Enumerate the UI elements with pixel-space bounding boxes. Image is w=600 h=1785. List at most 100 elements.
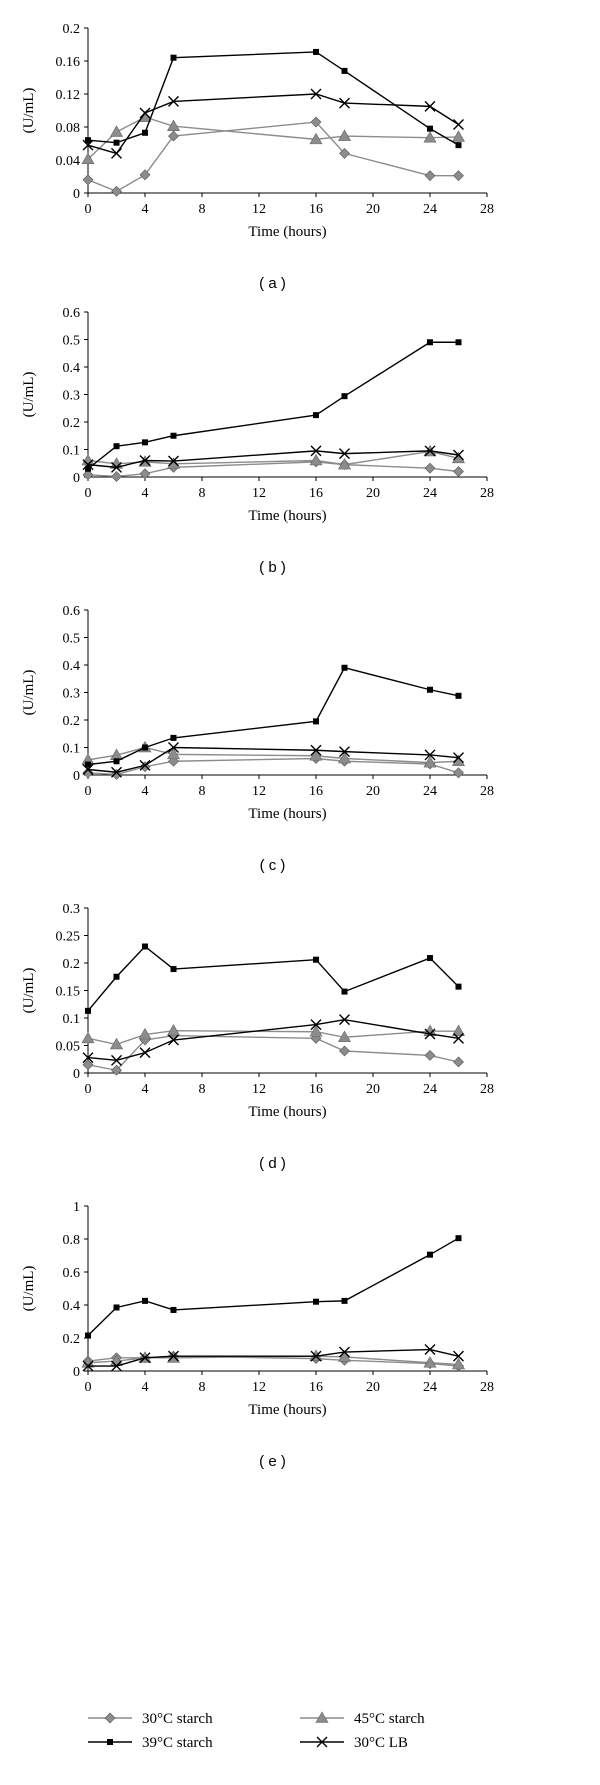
- x-tick-label: 4: [142, 1082, 149, 1097]
- panel-label: ( b ): [259, 559, 286, 576]
- x-tick-label: 28: [480, 1082, 494, 1097]
- data-point: [85, 1332, 91, 1339]
- data-point: [111, 147, 122, 159]
- data-point: [451, 1357, 466, 1370]
- data-point: [339, 746, 350, 758]
- data-point: [424, 1344, 436, 1356]
- data-point: [313, 718, 319, 725]
- data-point: [310, 116, 322, 128]
- data-point: [341, 67, 348, 74]
- x-tick-label: 8: [199, 784, 206, 799]
- y-tick-label: 0: [73, 1067, 80, 1082]
- y-tick-label: 1: [73, 1200, 80, 1215]
- data-point: [455, 692, 462, 699]
- series-30-c-lb: [82, 1014, 464, 1066]
- y-axis-label: (U/mL): [21, 88, 37, 134]
- data-point: [82, 469, 94, 481]
- data-point: [168, 1350, 179, 1362]
- data-point: [341, 664, 348, 671]
- series-39-c-starch: [85, 1235, 462, 1339]
- data-point: [166, 747, 181, 760]
- data-point: [424, 170, 436, 182]
- y-axis-label: (U/mL): [21, 1266, 37, 1312]
- data-point: [341, 393, 348, 400]
- data-point: [337, 1030, 352, 1043]
- y-tick-label: 0.16: [56, 55, 81, 70]
- data-point: [166, 457, 181, 469]
- x-tick-label: 28: [480, 202, 494, 217]
- legend-label: 30°C LB: [354, 1735, 408, 1751]
- panel-label: ( a ): [259, 275, 286, 292]
- series-line: [87, 1237, 459, 1337]
- legend-marker-cross: [316, 1736, 328, 1748]
- y-tick-label: 0.6: [63, 306, 81, 321]
- series-line: [87, 51, 459, 146]
- legend-marker-triangle: [315, 1711, 329, 1723]
- series-45-c-starch: [81, 110, 466, 164]
- x-tick-label: 4: [142, 784, 149, 799]
- chart-panels: 0 0.04 0.08 0.12 0.16 0.2 0 4 8 12 16 20 24 28 Time (h…: [21, 22, 494, 1470]
- data-point: [451, 1024, 466, 1036]
- x-tick-label: 16: [309, 1082, 323, 1097]
- series-line: [88, 1348, 459, 1367]
- series-line: [87, 116, 459, 160]
- x-tick-label: 12: [252, 784, 266, 799]
- data-point: [341, 988, 348, 995]
- data-point: [139, 759, 151, 771]
- y-tick-label: 0.2: [63, 416, 81, 431]
- data-point: [339, 1346, 350, 1358]
- data-point: [111, 461, 122, 473]
- data-point: [113, 758, 120, 765]
- data-point: [166, 1024, 181, 1036]
- x-tick-label: 8: [199, 1082, 206, 1097]
- data-point: [170, 432, 177, 439]
- data-point: [166, 119, 181, 131]
- y-tick-label: 0: [73, 471, 80, 486]
- data-point: [423, 131, 437, 143]
- data-point: [170, 966, 177, 973]
- data-point: [339, 147, 350, 159]
- data-point: [427, 125, 433, 132]
- x-tick-label: 20: [366, 784, 380, 799]
- data-point: [313, 48, 319, 55]
- series-30-c-lb: [82, 742, 464, 778]
- data-point: [111, 766, 122, 778]
- series-30-c-starch: [82, 116, 464, 197]
- y-axis-label: (U/mL): [21, 670, 37, 716]
- series-line: [87, 121, 459, 193]
- data-point: [339, 448, 350, 460]
- x-tick-label: 8: [199, 486, 206, 501]
- legend-label: 30°C starch: [142, 1711, 213, 1727]
- data-point: [81, 152, 95, 164]
- data-point: [424, 100, 436, 112]
- data-point: [82, 1059, 94, 1071]
- data-point: [337, 1350, 352, 1362]
- x-tick-label: 28: [480, 486, 494, 501]
- legend-label: 45°C starch: [354, 1711, 425, 1727]
- x-tick-label: 12: [252, 486, 266, 501]
- y-tick-label: 0.6: [63, 1266, 81, 1281]
- data-point: [423, 756, 437, 768]
- x-tick-label: 12: [252, 1380, 266, 1395]
- data-point: [139, 455, 151, 466]
- data-point: [113, 443, 120, 450]
- series-39-c-starch: [85, 664, 462, 768]
- y-tick-label: 0.5: [63, 334, 81, 349]
- x-tick-label: 0: [85, 1380, 92, 1395]
- panel-label: ( c ): [260, 857, 286, 874]
- data-point: [111, 185, 122, 197]
- data-point: [310, 744, 322, 756]
- y-tick-label: 0.4: [63, 659, 81, 674]
- series-line: [87, 450, 459, 469]
- data-point: [424, 462, 436, 474]
- data-point: [455, 339, 462, 346]
- chart-panel-b: 0 0.1 0.2 0.3 0.4 0.5 0.6 0 4 8 12 16 20 24 28 Time (ho…: [21, 306, 494, 576]
- y-tick-label: 0.5: [63, 632, 81, 647]
- data-point: [309, 132, 323, 145]
- legend-label: 39°C starch: [142, 1735, 213, 1751]
- data-point: [453, 1350, 464, 1362]
- x-tick-label: 0: [85, 1082, 92, 1097]
- y-tick-label: 0.04: [56, 154, 81, 169]
- data-point: [82, 764, 94, 775]
- data-point: [82, 174, 94, 186]
